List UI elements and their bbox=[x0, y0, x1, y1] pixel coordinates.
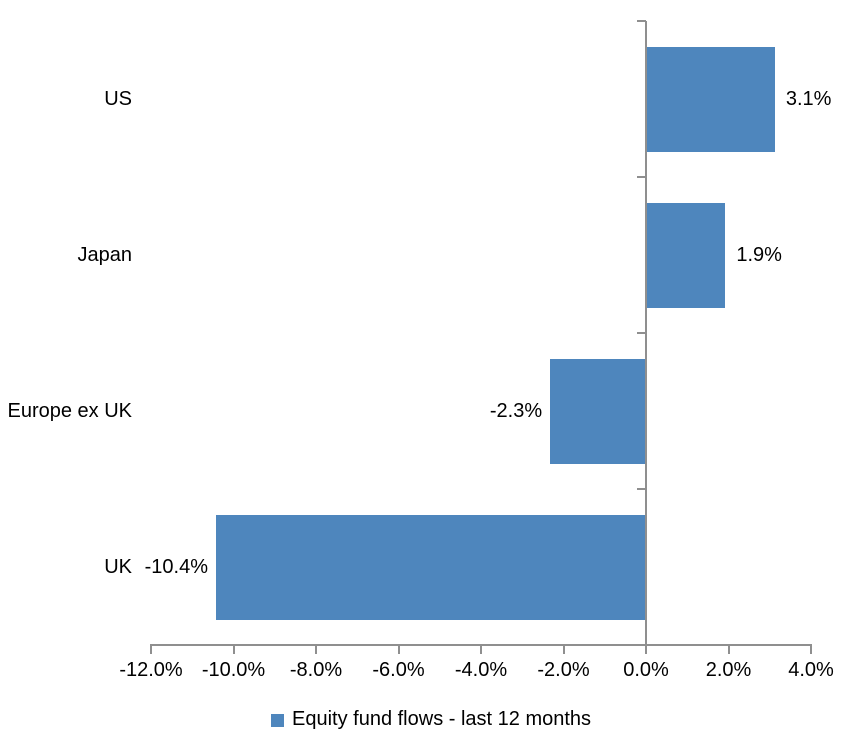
legend-series-label: Equity fund flows - last 12 months bbox=[292, 708, 592, 730]
x-axis-tick bbox=[150, 644, 152, 654]
x-axis-tick-label: -10.0% bbox=[201, 659, 266, 681]
x-axis-tick-label: -8.0% bbox=[289, 659, 343, 681]
y-axis-tick bbox=[637, 488, 646, 490]
bar-uk bbox=[216, 514, 645, 620]
legend: Equity fund flows - last 12 months bbox=[271, 705, 591, 733]
category-label-us: US bbox=[104, 88, 132, 110]
x-axis-tick-label: -2.0% bbox=[537, 659, 590, 681]
x-axis-tick bbox=[315, 644, 317, 654]
x-axis-tick bbox=[232, 644, 235, 654]
x-axis-tick-label: 2.0% bbox=[705, 659, 752, 681]
value-label-japan: 1.9% bbox=[736, 244, 782, 266]
category-label-uk: UK bbox=[104, 556, 132, 578]
y-axis-tick bbox=[637, 176, 646, 178]
x-axis-tick-label: 0.0% bbox=[623, 659, 669, 681]
y-axis-line bbox=[645, 21, 647, 646]
x-axis-tick-label: -4.0% bbox=[454, 659, 508, 681]
legend-swatch-icon bbox=[271, 713, 284, 727]
bar-japan bbox=[647, 202, 726, 308]
x-axis-tick-label: 4.0% bbox=[788, 659, 834, 681]
value-label-europe-ex-uk: -2.3% bbox=[489, 400, 543, 422]
x-axis-tick bbox=[397, 644, 400, 654]
x-axis-tick bbox=[645, 644, 647, 654]
x-axis-tick bbox=[480, 644, 482, 654]
x-axis-tick-label: -12.0% bbox=[119, 659, 183, 681]
x-axis-tick-label: -6.0% bbox=[372, 659, 425, 681]
y-axis-tick bbox=[637, 20, 646, 22]
x-axis-tick bbox=[727, 644, 730, 654]
x-axis-tick bbox=[562, 644, 565, 654]
value-label-uk: -10.4% bbox=[144, 556, 208, 578]
y-axis-tick bbox=[637, 332, 646, 334]
bar-us bbox=[647, 46, 775, 152]
x-axis-tick bbox=[810, 644, 812, 654]
bar-europe-ex-uk bbox=[550, 358, 645, 464]
value-label-us: 3.1% bbox=[785, 88, 832, 110]
category-label-europe-ex-uk: Europe ex UK bbox=[7, 400, 132, 422]
category-label-japan: Japan bbox=[77, 244, 133, 266]
